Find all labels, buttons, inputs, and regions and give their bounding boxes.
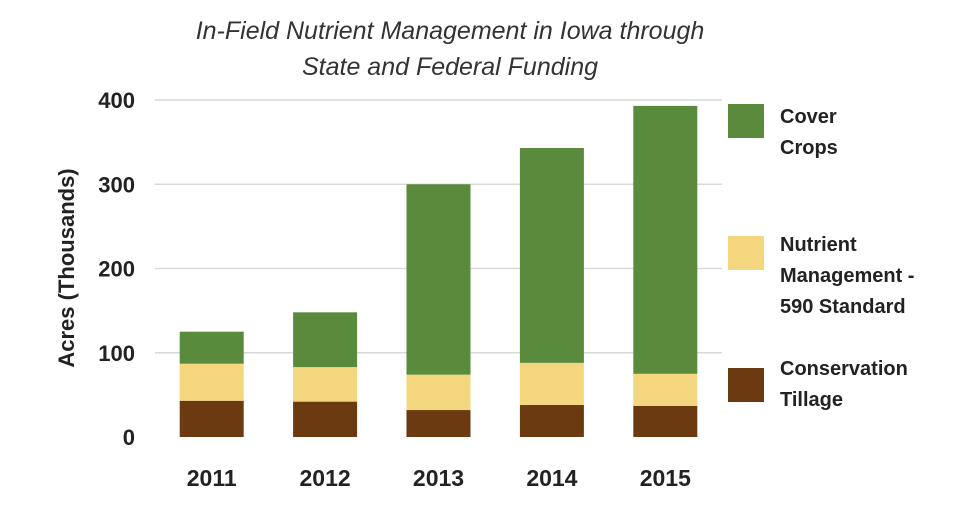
chart-title: In-Field Nutrient Management in Iowa thr… xyxy=(195,17,705,45)
bar-segment-conservation-tillage-2011[interactable] xyxy=(179,400,244,437)
bar-segment-nutrient-management-590-standard-2012[interactable] xyxy=(293,367,358,402)
legend-text-line: Tillage xyxy=(780,389,843,411)
x-tick-label: 2011 xyxy=(187,465,237,491)
x-tick-label: 2012 xyxy=(300,465,351,491)
legend-swatch-nutrient-management xyxy=(728,236,764,270)
bar-segment-nutrient-management-590-standard-2015[interactable] xyxy=(633,373,698,406)
legend-label-conservation-tillage: Conservation Tillage xyxy=(780,354,956,416)
bar-segment-nutrient-management-590-standard-2014[interactable] xyxy=(519,362,584,405)
y-tick-label: 300 xyxy=(98,172,135,197)
bar-segment-conservation-tillage-2014[interactable] xyxy=(519,404,584,437)
chart-subtitle: State and Federal Funding xyxy=(301,53,599,81)
bar-segment-cover-crops-2013[interactable] xyxy=(406,184,471,375)
x-tick-label: 2013 xyxy=(413,465,464,491)
legend-text-line: 590 Standard xyxy=(780,296,906,318)
y-axis-label: Acres (Thousands) xyxy=(54,168,79,367)
legend-text-line: Crops xyxy=(780,137,838,159)
legend-text-line: Management - xyxy=(780,265,915,287)
y-tick-label: 400 xyxy=(98,88,135,113)
bar-segment-nutrient-management-590-standard-2013[interactable] xyxy=(406,374,471,411)
y-tick-label: 200 xyxy=(98,257,135,282)
legend-swatch-cover-crops xyxy=(728,104,764,138)
legend-swatch-conservation-tillage xyxy=(728,368,764,402)
bar-segment-cover-crops-2011[interactable] xyxy=(179,331,244,364)
x-tick-label: 2015 xyxy=(640,465,691,491)
legend-text-line: Cover xyxy=(780,106,837,128)
y-tick-label: 100 xyxy=(98,341,135,366)
bar-segment-cover-crops-2012[interactable] xyxy=(293,312,358,368)
bar-segment-conservation-tillage-2015[interactable] xyxy=(633,405,698,437)
y-tick-label: 0 xyxy=(123,425,135,450)
legend-text-line: Nutrient xyxy=(780,234,857,256)
legend-label-cover-crops: Cover Crops xyxy=(780,102,956,164)
bar-segment-cover-crops-2015[interactable] xyxy=(633,105,698,374)
legend-label-nutrient-management: Nutrient Management - 590 Standard xyxy=(780,230,956,323)
legend-text-line: Conservation xyxy=(780,358,908,380)
x-tick-label: 2014 xyxy=(526,465,577,491)
bar-segment-cover-crops-2014[interactable] xyxy=(519,148,584,363)
bar-segment-conservation-tillage-2013[interactable] xyxy=(406,410,471,437)
bar-segment-conservation-tillage-2012[interactable] xyxy=(293,401,358,437)
bar-segment-nutrient-management-590-standard-2011[interactable] xyxy=(179,363,244,401)
